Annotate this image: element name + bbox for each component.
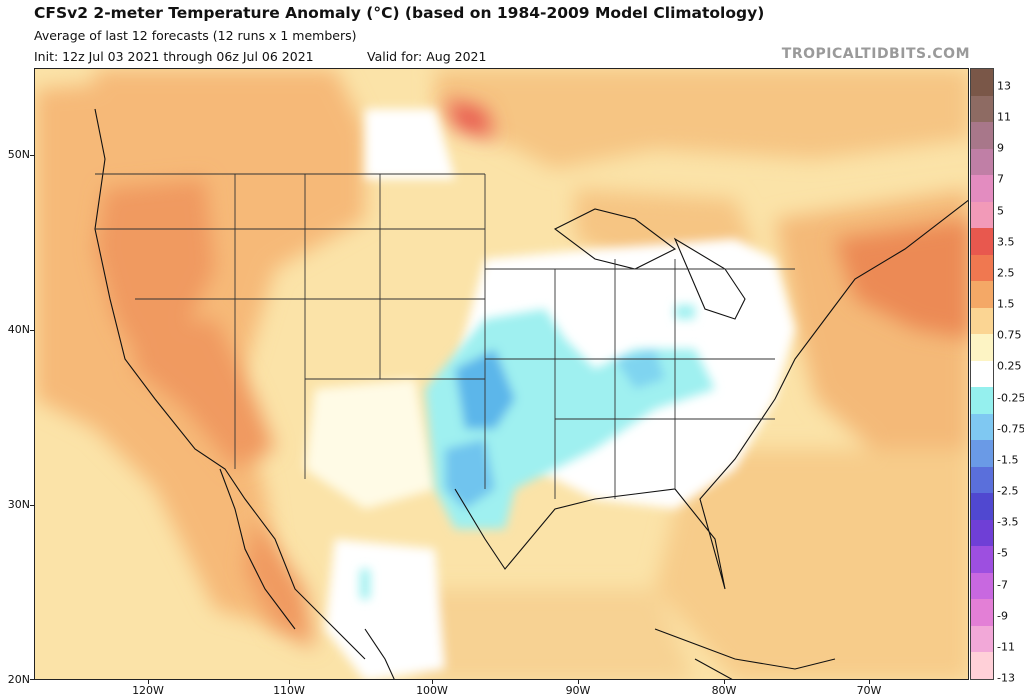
colorbar-tick-label: -2.5	[997, 484, 1019, 498]
colorbar-swatch	[971, 493, 993, 521]
hot-anomaly-layer	[95, 99, 968, 649]
lon-tick	[148, 680, 149, 684]
colorbar-swatch	[971, 307, 993, 335]
colorbar-swatch	[971, 599, 993, 627]
colorbar-tick-label: 9	[997, 141, 1004, 155]
valid-time: Valid for: Aug 2021	[367, 49, 487, 64]
lon-label: 80W	[711, 684, 737, 697]
colorbar-swatch	[971, 546, 993, 574]
colorbar-swatch	[971, 413, 993, 441]
colorbar-swatch	[971, 466, 993, 494]
lat-label: 30N	[7, 498, 30, 511]
lat-label: 50N	[7, 148, 30, 161]
lon-label: 90W	[565, 684, 591, 697]
map-area[interactable]	[34, 68, 969, 680]
lat-label: 40N	[7, 323, 30, 336]
colorbar-tick-label: 0.75	[997, 328, 1022, 342]
lon-tick	[432, 680, 433, 684]
colorbar-swatch	[971, 175, 993, 203]
lat-tick	[30, 679, 34, 680]
init-time: Init: 12z Jul 03 2021 through 06z Jul 06…	[34, 49, 314, 64]
colorbar-tick-label: -5	[997, 546, 1008, 560]
colorbar-tick-label: -1.5	[997, 453, 1019, 467]
colorbar-tick-label: 11	[997, 110, 1011, 124]
state-borders	[95, 173, 795, 499]
colorbar-tick-label: 0.25	[997, 359, 1022, 373]
colorbar-swatch	[971, 281, 993, 309]
map-subtitle: Average of last 12 forecasts (12 runs x …	[34, 28, 357, 43]
colorbar-tick-label: -9	[997, 609, 1008, 623]
colorbar-swatch	[971, 254, 993, 282]
colorbar-tick-label: -13	[997, 671, 1015, 685]
colorbar-tick-label: 3.5	[997, 235, 1015, 249]
colorbar-swatch	[971, 148, 993, 176]
colorbar-swatch	[971, 440, 993, 468]
lat-label: 20N	[7, 673, 30, 686]
lon-tick	[289, 680, 290, 684]
colorbar-tick-label: 2.5	[997, 266, 1015, 280]
lat-tick	[30, 330, 34, 331]
lon-tick	[869, 680, 870, 684]
colorbar-swatch	[971, 201, 993, 229]
colorbar-swatch	[971, 95, 993, 123]
brand-watermark: TROPICALTIDBITS.COM	[781, 46, 970, 62]
colorbar-tick-label: -7	[997, 578, 1008, 592]
lon-label: 100W	[416, 684, 448, 697]
lon-label: 110W	[273, 684, 305, 697]
colorbar-swatch	[971, 228, 993, 256]
colorbar-swatch	[971, 360, 993, 388]
colorbar-tick-label: 1.5	[997, 297, 1015, 311]
colorbar-tick-label: 13	[997, 79, 1011, 93]
lon-tick	[578, 680, 579, 684]
colorbar-swatch	[971, 652, 993, 680]
header: CFSv2 2-meter Temperature Anomaly (°C) (…	[0, 0, 1024, 68]
lat-tick	[30, 155, 34, 156]
lat-tick	[30, 505, 34, 506]
map-title: CFSv2 2-meter Temperature Anomaly (°C) (…	[34, 4, 765, 22]
anomaly-map	[35, 69, 968, 679]
colorbar-tick-label: -11	[997, 640, 1015, 654]
colorbar-tick-label: -0.75	[997, 422, 1024, 436]
colorbar-swatch	[971, 334, 993, 362]
lon-label: 70W	[856, 684, 882, 697]
colorbar-swatch	[971, 625, 993, 653]
colorbar-tick-label: 7	[997, 172, 1004, 186]
colorbar-swatch	[971, 69, 993, 97]
colorbar-legend	[970, 68, 994, 680]
colorbar-tick-label: -3.5	[997, 515, 1019, 529]
colorbar-swatch	[971, 122, 993, 150]
colorbar-swatch	[971, 519, 993, 547]
colorbar-swatch	[971, 387, 993, 415]
colorbar-swatch	[971, 572, 993, 600]
lon-label: 120W	[132, 684, 164, 697]
lon-tick	[724, 680, 725, 684]
colorbar-tick-label: 5	[997, 204, 1004, 218]
colorbar-tick-label: -0.25	[997, 391, 1024, 405]
